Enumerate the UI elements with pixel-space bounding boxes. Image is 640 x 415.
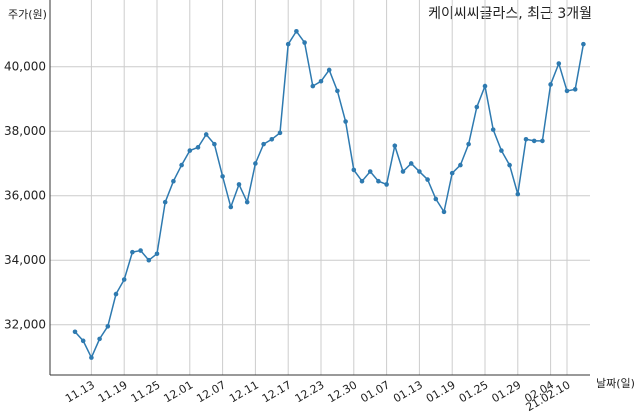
- point: [441, 209, 447, 215]
- x-tick-label: 12.11: [227, 378, 261, 405]
- x-tick-label: 12.01: [162, 378, 196, 405]
- point: [482, 83, 488, 89]
- point: [261, 141, 266, 147]
- point: [253, 161, 258, 166]
- point: [121, 277, 127, 282]
- point: [302, 40, 307, 45]
- point: [564, 88, 570, 94]
- point: [72, 329, 78, 335]
- point: [359, 178, 365, 184]
- point: [269, 136, 275, 142]
- point: [335, 88, 340, 94]
- point: [523, 136, 529, 142]
- point: [449, 170, 455, 176]
- x-tick-label: 01.13: [391, 378, 425, 405]
- point: [572, 87, 578, 92]
- point: [367, 169, 373, 174]
- point: [343, 119, 348, 124]
- point: [285, 41, 291, 47]
- x-tick-label: 11.19: [96, 378, 130, 405]
- point: [105, 324, 111, 329]
- point: [515, 191, 521, 197]
- point: [318, 78, 324, 84]
- point: [458, 162, 463, 168]
- y-tick-label: 34,000: [4, 253, 46, 267]
- point: [171, 178, 176, 184]
- point: [203, 132, 209, 137]
- x-tick-label: 01.25: [457, 378, 491, 405]
- point: [400, 169, 406, 174]
- y-axis-label: 주가(원): [8, 8, 47, 21]
- x-tick-label: 01.29: [490, 378, 524, 405]
- point: [474, 104, 480, 110]
- point: [113, 291, 119, 297]
- point: [408, 161, 414, 166]
- point: [130, 249, 135, 255]
- point: [548, 82, 553, 87]
- point: [531, 138, 537, 144]
- point: [162, 199, 168, 205]
- point: [244, 199, 250, 205]
- point: [433, 196, 439, 202]
- point: [417, 169, 422, 174]
- point: [425, 177, 430, 182]
- point: [179, 162, 184, 168]
- point: [187, 148, 193, 153]
- x-tick-label: 01.07: [358, 378, 392, 405]
- point: [581, 41, 586, 47]
- point: [310, 83, 316, 89]
- x-tick-label: 11.25: [129, 378, 163, 405]
- point: [220, 174, 225, 179]
- point: [195, 145, 201, 150]
- point: [507, 162, 512, 168]
- point: [97, 336, 102, 342]
- x-tick-label: 12.17: [260, 378, 294, 405]
- point: [466, 141, 471, 147]
- point: [392, 143, 398, 149]
- line: [74, 29, 585, 360]
- point: [376, 178, 381, 184]
- y-tick-label: 32,000: [4, 318, 46, 332]
- point: [80, 338, 86, 344]
- point: [154, 251, 160, 257]
- point: [89, 355, 94, 360]
- x-tick-label: 12.23: [293, 378, 327, 405]
- x-tick-label: 01.19: [424, 378, 458, 405]
- x-tick-label: 12.07: [194, 378, 228, 405]
- x-tick-label: 12.30: [326, 378, 360, 405]
- y-tick-label: 38,000: [4, 124, 46, 138]
- point: [556, 61, 562, 66]
- point: [212, 141, 217, 147]
- point: [228, 204, 234, 210]
- point: [294, 28, 299, 34]
- point: [540, 138, 545, 144]
- point: [146, 257, 152, 263]
- x-axis-label: 날짜(일): [596, 376, 635, 390]
- y-tick-label: 40,000: [4, 60, 46, 74]
- point: [490, 127, 496, 132]
- point: [277, 130, 283, 136]
- point: [236, 182, 242, 187]
- x-tick-label: 11.13: [63, 378, 97, 405]
- point: [384, 182, 389, 187]
- point: [326, 67, 332, 73]
- point: [351, 167, 357, 173]
- point: [499, 148, 504, 153]
- point: [138, 248, 143, 253]
- y-tick-label: 36,000: [4, 189, 46, 203]
